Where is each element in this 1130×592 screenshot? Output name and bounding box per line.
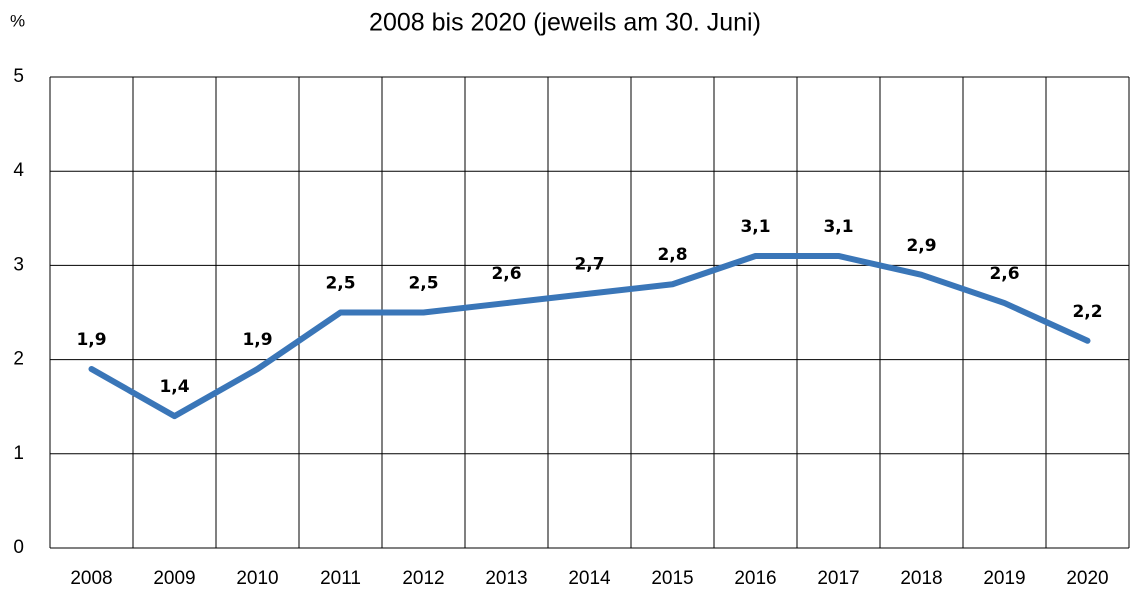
x-tick-label: 2011 [320, 568, 361, 589]
chart-subtitle: 2008 bis 2020 (jeweils am 30. Juni) [369, 9, 761, 37]
x-tick-label: 2013 [485, 568, 527, 589]
data-label: 2,9 [906, 236, 936, 256]
x-tick-label: 2018 [900, 568, 942, 589]
data-line [88, 252, 1091, 420]
data-label: 3,1 [740, 217, 770, 237]
data-label: 3,1 [823, 217, 853, 237]
x-tick-label: 2017 [817, 568, 859, 589]
data-label: 2,6 [491, 264, 521, 284]
data-label: 1,9 [76, 330, 106, 350]
y-tick-label: 1 [13, 443, 24, 464]
data-label: 2,8 [657, 245, 687, 265]
y-axis-label: % [10, 11, 25, 30]
y-tick-label: 3 [13, 254, 24, 275]
data-label: 2,5 [325, 274, 355, 294]
x-tick-label: 2008 [70, 568, 112, 589]
y-tick-label: 2 [13, 349, 24, 370]
x-tick-label: 2016 [734, 568, 776, 589]
data-label: 2,5 [408, 274, 438, 294]
data-label: 2,6 [989, 264, 1019, 284]
y-tick-label: 4 [13, 160, 24, 181]
x-tick-label: 2015 [651, 568, 693, 589]
x-tick-label: 2012 [402, 568, 444, 589]
x-tick-label: 2010 [236, 568, 278, 589]
data-label: 2,2 [1072, 302, 1102, 322]
y-tick-label: 0 [13, 537, 24, 558]
data-label: 1,9 [242, 330, 272, 350]
x-tick-label: 2009 [153, 568, 195, 589]
y-tick-label: 5 [13, 66, 24, 87]
data-label: 2,7 [574, 255, 604, 275]
x-tick-label: 2014 [568, 568, 611, 589]
x-tick-label: 2020 [1066, 568, 1108, 589]
x-tick-label: 2019 [983, 568, 1025, 589]
data-label: 1,4 [159, 377, 189, 397]
